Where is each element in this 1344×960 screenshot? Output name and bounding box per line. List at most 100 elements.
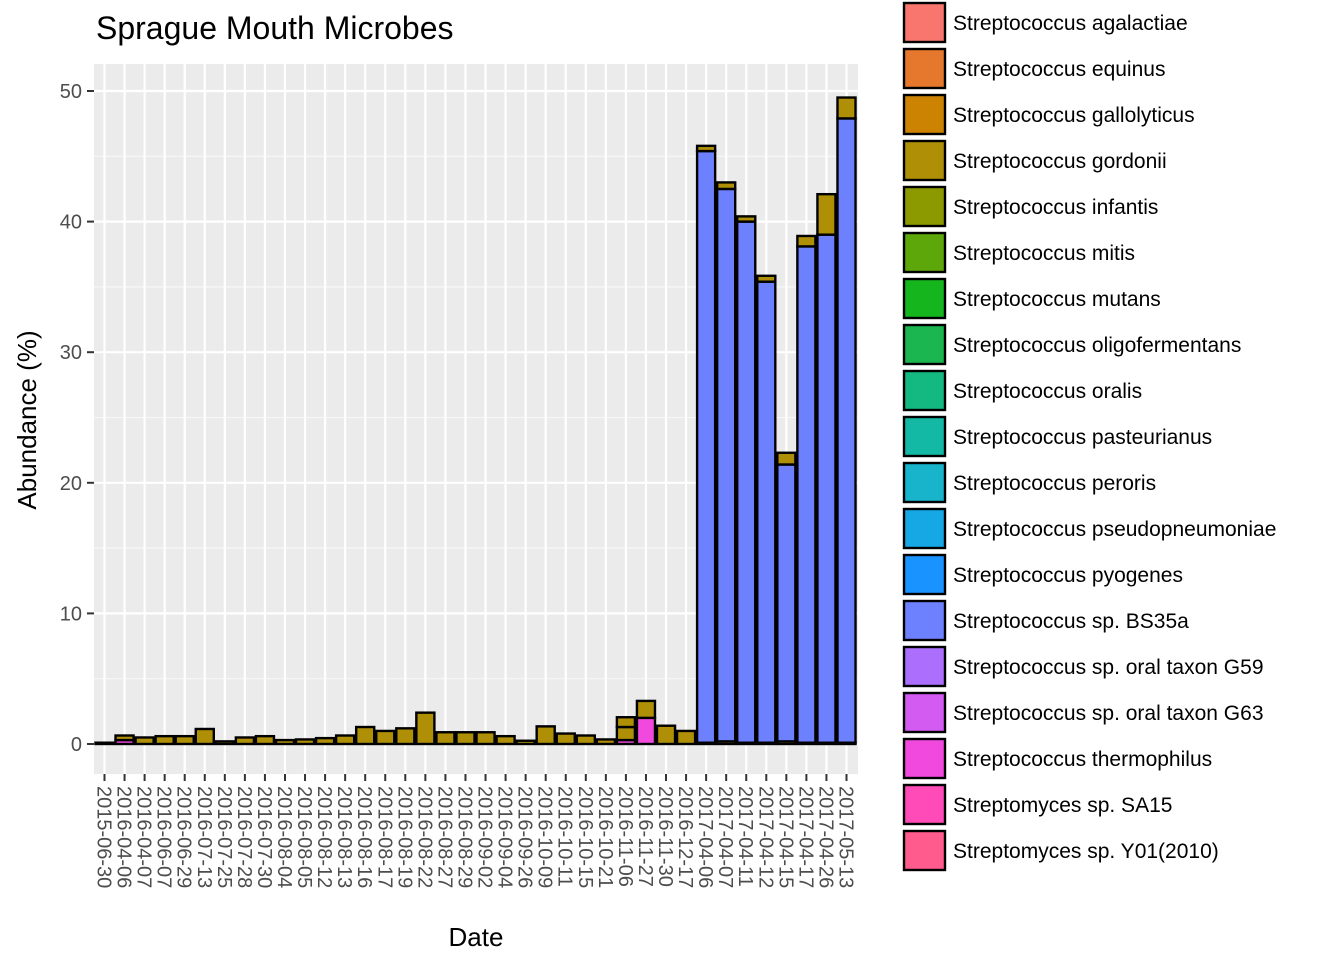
legend-label: Streptococcus oligofermentans	[953, 334, 1241, 357]
bar-segment	[435, 731, 456, 746]
x-tick-label: 2016-06-07	[153, 786, 175, 888]
x-tick-label: 2016-06-29	[173, 786, 195, 888]
x-tick-label: 2016-08-19	[393, 786, 415, 888]
x-tick-label: 2016-07-28	[233, 786, 255, 888]
bar-segment	[715, 187, 737, 743]
x-tick-label: 2016-09-26	[514, 786, 536, 888]
bar-segment	[635, 699, 657, 720]
x-tick-label: 2016-08-27	[433, 786, 455, 888]
bars	[94, 96, 857, 746]
legend-swatch	[902, 369, 947, 412]
x-tick-label: 2016-09-02	[474, 786, 496, 888]
bar-segment	[736, 220, 757, 744]
legend-swatch	[902, 461, 947, 504]
bar-segment	[796, 245, 817, 744]
bar-segment	[475, 731, 496, 746]
x-tick-label: 2016-04-07	[133, 786, 155, 888]
legend-label: Streptococcus sp. BS35a	[953, 610, 1189, 633]
y-tick-label: 0	[71, 734, 82, 756]
bar-segment	[174, 734, 195, 746]
x-tick-label: 2016-10-15	[574, 786, 596, 888]
x-tick-label: 2016-10-11	[554, 786, 576, 887]
x-tick-label: 2017-04-06	[694, 786, 716, 888]
bar-segment	[836, 96, 857, 120]
legend-label: Streptococcus mitis	[953, 242, 1135, 265]
legend-swatch	[902, 737, 947, 780]
bar-segment	[695, 149, 717, 744]
x-tick-label: 2016-07-30	[253, 786, 275, 888]
bar-segment	[114, 734, 135, 742]
bar-segment	[234, 736, 256, 746]
legend-swatch	[902, 93, 947, 136]
legend-label: Streptococcus gordonii	[953, 150, 1167, 173]
bar-segment	[595, 738, 617, 746]
x-tick-label: 2016-07-25	[213, 786, 235, 888]
bar-segment	[334, 734, 356, 746]
bar-segment	[354, 725, 376, 746]
legend-swatch	[902, 323, 947, 366]
bar-segment	[836, 117, 857, 744]
x-tick-label: 2016-12-17	[674, 786, 696, 888]
x-tick-label: 2016-11-06	[614, 786, 636, 887]
y-axis-title: Abundance (%)	[12, 330, 42, 509]
legend-label: Streptococcus oralis	[953, 380, 1142, 403]
legend-swatch	[902, 783, 947, 826]
x-tick-label: 2016-11-30	[654, 786, 676, 887]
legend-label: Streptococcus pseudopneumoniae	[953, 518, 1276, 541]
bar-segment	[535, 725, 556, 746]
legend-swatch	[902, 47, 947, 90]
x-tick-label: 2017-04-07	[714, 786, 736, 888]
legend-swatch	[902, 553, 947, 596]
bar-segment	[796, 234, 817, 248]
legend-swatch	[902, 231, 947, 274]
bar-segment	[615, 716, 637, 729]
bar-segment	[274, 738, 296, 746]
x-tick-label: 2016-10-21	[594, 786, 616, 888]
bar-segment	[254, 734, 276, 746]
bar-segment	[816, 192, 837, 236]
legend-label: Streptococcus thermophilus	[953, 748, 1212, 771]
legend-label: Streptococcus pasteurianus	[953, 426, 1212, 449]
legend-label: Streptococcus gallolyticus	[953, 104, 1195, 127]
x-tick-label: 2016-09-04	[494, 786, 516, 888]
bar-segment	[314, 736, 336, 746]
x-tick-label: 2017-04-11	[734, 786, 756, 887]
bar-segment	[375, 729, 396, 746]
legend-label: Streptococcus infantis	[953, 196, 1158, 219]
legend-label: Streptomyces sp. Y01(2010)	[953, 840, 1219, 863]
x-tick-label: 2016-08-29	[453, 786, 475, 888]
x-tick-label: 2016-04-06	[113, 786, 135, 888]
chart-title: Sprague Mouth Microbes	[96, 10, 454, 46]
bar-segment	[756, 280, 777, 744]
legend-label: Streptococcus sp. oral taxon G59	[953, 656, 1264, 679]
legend-swatch	[902, 829, 947, 872]
x-tick-label: 2016-08-04	[273, 786, 295, 888]
bar-segment	[455, 731, 476, 746]
x-tick-label: 2017-04-15	[774, 786, 796, 888]
x-tick-label: 2016-08-22	[413, 786, 435, 888]
legend-label: Streptomyces sp. SA15	[953, 794, 1172, 817]
bar-segment	[415, 711, 436, 746]
x-tick-label: 2016-08-16	[353, 786, 375, 888]
x-tick-label: 2017-04-17	[794, 786, 816, 888]
bar-segment	[655, 724, 677, 746]
bar-segment	[675, 729, 697, 746]
legend-swatch	[902, 645, 947, 688]
bar-segment	[736, 215, 757, 223]
legend-swatch	[902, 599, 947, 642]
x-tick-label: 2016-08-17	[373, 786, 395, 888]
bar-segment	[134, 736, 155, 746]
legend-swatch	[902, 691, 947, 734]
bar-segment	[214, 740, 236, 746]
legend-label: Streptococcus pyogenes	[953, 564, 1183, 587]
bar-segment	[555, 732, 576, 746]
legend-swatch	[902, 507, 947, 550]
legend-swatch	[902, 277, 947, 320]
bar-segment	[816, 233, 837, 744]
legend-swatch	[902, 1, 947, 44]
bar-segment	[695, 144, 717, 153]
x-tick-label: 2016-08-12	[313, 786, 335, 888]
legend-label: Streptococcus equinus	[953, 58, 1165, 81]
legend-swatch	[902, 415, 947, 458]
